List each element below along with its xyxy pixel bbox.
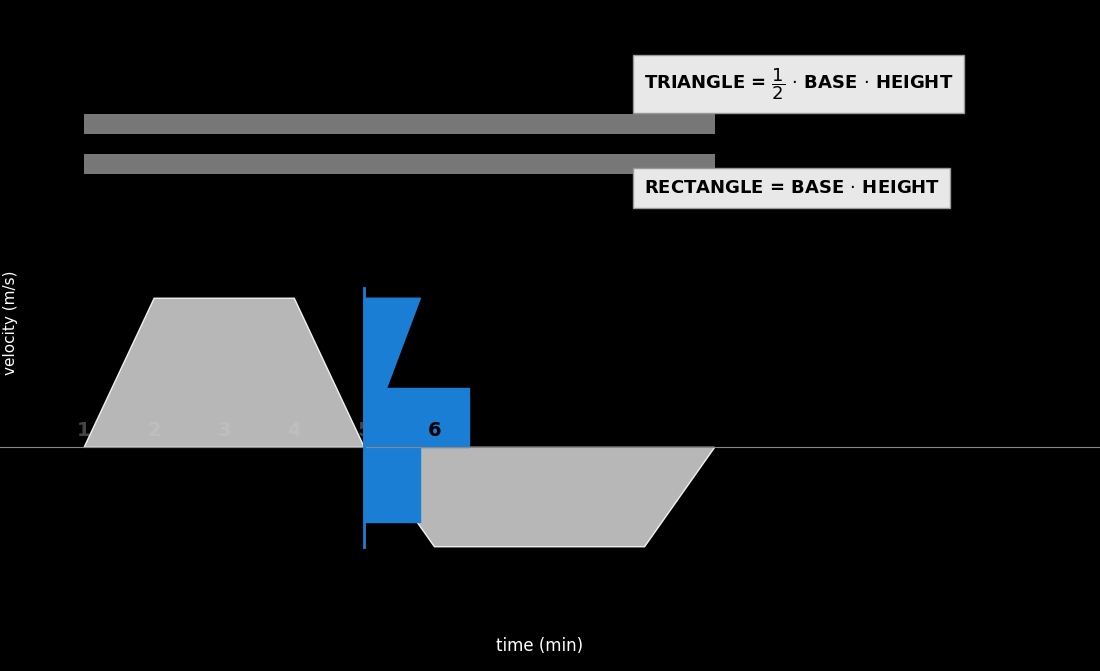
Polygon shape — [364, 388, 470, 448]
Bar — [84, 114, 715, 134]
Polygon shape — [364, 448, 420, 522]
Text: 6: 6 — [428, 421, 441, 440]
Text: time (min): time (min) — [496, 637, 583, 655]
Bar — [84, 154, 715, 174]
Text: 5: 5 — [358, 421, 371, 440]
Text: 3: 3 — [218, 421, 231, 440]
Text: 7: 7 — [497, 421, 512, 440]
Text: RECTANGLE = BASE $\cdot$ HEIGHT: RECTANGLE = BASE $\cdot$ HEIGHT — [644, 179, 939, 197]
Polygon shape — [364, 448, 715, 547]
Text: TRIANGLE = $\dfrac{1}{2}$ $\cdot$ BASE $\cdot$ HEIGHT: TRIANGLE = $\dfrac{1}{2}$ $\cdot$ BASE $… — [644, 66, 953, 102]
Text: 10: 10 — [701, 421, 728, 440]
Text: 9: 9 — [638, 421, 651, 440]
Polygon shape — [364, 298, 420, 448]
Text: 2: 2 — [147, 421, 161, 440]
Text: 8: 8 — [568, 421, 581, 440]
Text: 1: 1 — [77, 421, 91, 440]
Text: velocity (m/s): velocity (m/s) — [3, 271, 18, 375]
Polygon shape — [84, 298, 364, 448]
Text: 4: 4 — [287, 421, 301, 440]
